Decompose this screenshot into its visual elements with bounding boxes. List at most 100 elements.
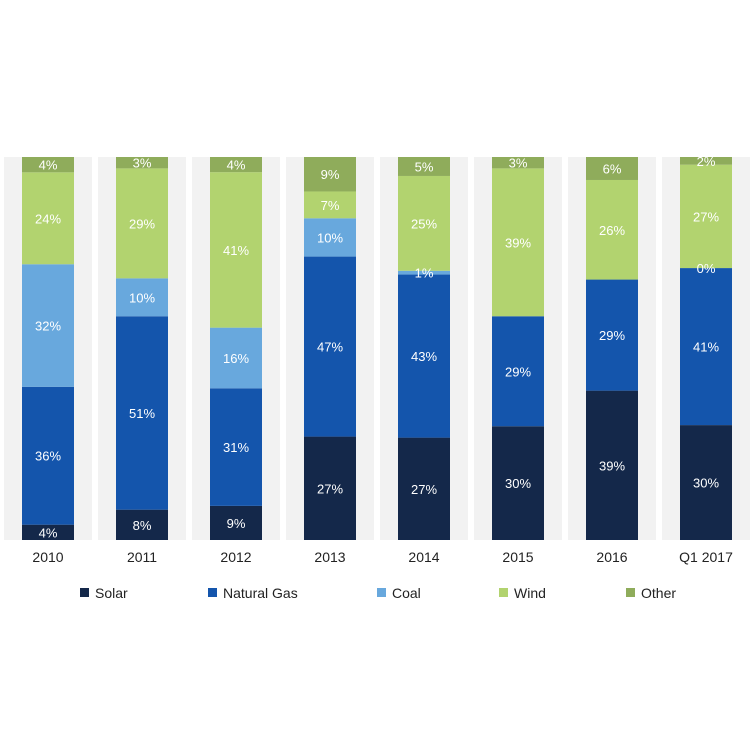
data-label: 39% [599,458,625,473]
data-label: 41% [693,340,719,355]
bar-segment-other [116,157,168,169]
bar-segment-other [586,157,638,180]
bar-segment-other [492,157,544,169]
data-label: 7% [321,198,340,213]
data-label: 47% [317,340,343,355]
bar-segment-other [22,157,74,173]
bar-segment-natural-gas [210,388,262,506]
data-label: 29% [129,216,155,231]
data-label: 30% [505,476,531,491]
bar-segment-other [304,157,356,192]
bar-segment-wind [398,175,450,271]
data-label: 26% [599,223,625,238]
x-tick-label: Q1 2017 [679,549,733,565]
bar-segment-wind [586,179,638,280]
bar-segment-natural-gas [398,274,450,438]
data-label: 6% [603,161,622,176]
legend-label: Natural Gas [223,585,298,601]
bar-segment-solar [680,425,732,540]
data-label: 39% [505,235,531,250]
legend-item-wind: Wind [499,585,546,601]
bar-segment-wind [492,168,544,317]
data-label: 36% [35,449,61,464]
bar-segment-coal [22,264,74,387]
legend-item-natural-gas: Natural Gas [208,585,298,601]
legend-item-solar: Solar [80,585,128,601]
bar-segment-coal [304,218,356,257]
data-label: 3% [509,156,528,171]
data-label: 1% [415,266,434,281]
x-tick-label: 2012 [220,549,251,565]
data-label: 4% [39,158,58,173]
bar-segment-solar [116,509,168,540]
legend-swatch [626,588,635,597]
data-label: 43% [411,349,437,364]
bar-segment-solar [304,436,356,540]
bar-segment-wind [22,172,74,265]
bar-segment-solar [492,426,544,540]
x-tick-label: 2013 [314,549,345,565]
data-label: 27% [693,209,719,224]
bar-segment-other [398,157,450,176]
bar-segment-solar [586,390,638,540]
bar-segment-solar [398,437,450,540]
bar-segment-solar [210,505,262,540]
data-label: 31% [223,440,249,455]
data-label: 4% [227,158,246,173]
bar-segment-natural-gas [116,316,168,510]
data-label: 41% [223,243,249,258]
data-label: 29% [505,364,531,379]
data-label: 2% [697,154,716,169]
data-label: 32% [35,319,61,334]
x-tick-label: 2015 [502,549,533,565]
x-tick-label: 2016 [596,549,627,565]
bar-segment-other [210,157,262,173]
bar-segment-natural-gas [492,316,544,427]
legend-label: Solar [95,585,128,601]
data-label: 51% [129,406,155,421]
bar-segment-coal [398,270,450,275]
bar-segment-wind [210,172,262,328]
legend-label: Wind [514,585,546,601]
bar-segment-natural-gas [586,279,638,391]
data-label: 8% [133,518,152,533]
data-label: 9% [321,167,340,182]
bar-segment-coal [210,327,262,389]
data-label: 4% [39,525,58,540]
data-label: 10% [129,290,155,305]
legend-swatch [80,588,89,597]
data-label: 27% [317,481,343,496]
bar-segment-wind [304,191,356,219]
legend-item-coal: Coal [377,585,421,601]
legend-swatch [377,588,386,597]
data-label: 27% [411,482,437,497]
legend-swatch [499,588,508,597]
legend-item-other: Other [626,585,676,601]
bar-segment-wind [680,164,732,269]
data-label: 24% [35,211,61,226]
data-label: 0% [697,261,716,276]
bar-segment-wind [116,168,168,279]
data-label: 16% [223,351,249,366]
background-bands [4,157,750,540]
data-label: 10% [317,230,343,245]
data-label: 25% [411,216,437,231]
bar-segment-natural-gas [680,268,732,426]
segment-labels: 4% 36% 32% 24% 4% 8% 51% 10% 29% 3% 9% 31% 16% 41% 4% 2… [35,154,719,541]
legend-label: Coal [392,585,421,601]
data-label: 30% [693,476,719,491]
data-label: 5% [415,159,434,174]
bar-segment-natural-gas [304,256,356,437]
data-label: 3% [133,156,152,171]
legend-label: Other [641,585,676,601]
bar-segment-natural-gas [22,386,74,525]
bar-segment-solar [22,524,74,540]
legend: Solar Natural Gas Coal Wind Other [80,585,676,601]
bar-segment-other [680,157,732,165]
legend-swatch [208,588,217,597]
data-label: 29% [599,328,625,343]
bar-stacks [22,157,732,540]
x-tick-label: 2011 [127,549,157,565]
